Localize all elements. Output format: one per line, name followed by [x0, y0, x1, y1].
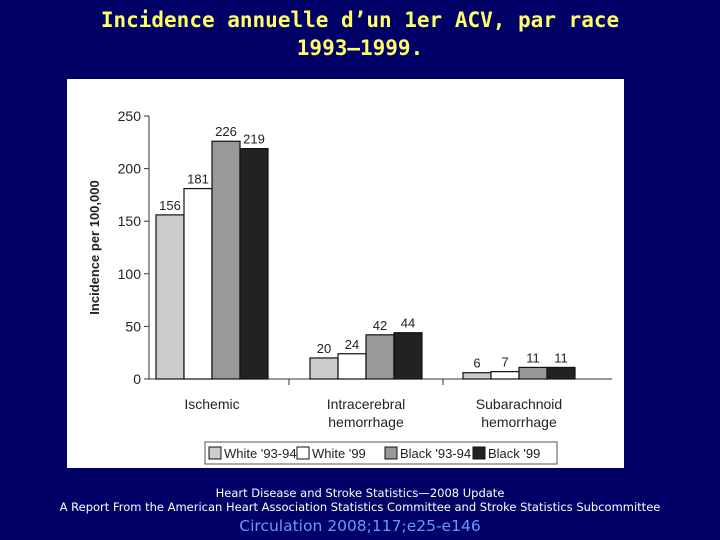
bar-value-label: 44	[401, 316, 415, 331]
bar-value-label: 226	[215, 124, 237, 139]
bar	[462, 372, 492, 380]
bar	[518, 366, 548, 380]
legend-label: Black '93-94	[400, 446, 471, 461]
legend-swatch	[384, 446, 398, 460]
bar-value-label: 11	[554, 350, 568, 365]
bar-value-label: 6	[473, 356, 480, 371]
x-category-label: Intracerebral	[327, 396, 406, 412]
bar	[490, 371, 520, 380]
bar-value-label: 7	[501, 355, 508, 370]
bar	[309, 357, 339, 380]
legend-label: Black '99	[488, 446, 540, 461]
bar	[239, 148, 269, 380]
bar-value-label: 181	[187, 172, 209, 187]
bar	[393, 332, 423, 380]
x-category-label: Ischemic	[184, 396, 239, 412]
bar	[183, 187, 213, 380]
y-tick-label: 0	[133, 371, 141, 387]
chart-panel: 0 50 100 150 200 250 Incidence per 100,000 156 1…	[67, 79, 624, 468]
y-axis-label: Incidence per 100,000	[87, 180, 102, 314]
bar	[546, 366, 576, 380]
legend-label: White '99	[312, 446, 366, 461]
x-category-label: hemorrhage	[328, 414, 404, 430]
legend-swatch	[472, 446, 486, 460]
source-subtitle: A Report From the American Heart Associa…	[59, 500, 661, 514]
bar	[365, 334, 395, 380]
x-category-label: Subarachnoid	[476, 396, 562, 412]
y-tick-label: 200	[118, 161, 142, 177]
citation: Circulation 2008;117;e25-e146	[239, 517, 481, 535]
legend-swatch	[296, 446, 310, 460]
title-line-1: Incidence annuelle d’un 1er ACV, par rac…	[100, 8, 620, 32]
y-tick-label: 250	[118, 108, 142, 124]
x-category-label: hemorrhage	[481, 414, 557, 430]
bar	[211, 140, 241, 380]
bar-value-label: 11	[526, 350, 540, 365]
bar-value-label: 42	[373, 318, 387, 333]
bar-value-label: 24	[345, 337, 359, 352]
legend-box	[204, 441, 558, 465]
title-line-2: 1993–1999.	[296, 36, 424, 60]
y-tick-label: 50	[125, 318, 141, 334]
bar-value-label: 156	[159, 198, 181, 213]
slide-title: Incidence annuelle d’un 1er ACV, par rac…	[0, 6, 720, 62]
bar-chart: 0 50 100 150 200 250 Incidence per 100,000 156 1…	[87, 108, 612, 465]
bar	[337, 353, 367, 380]
bar-value-label: 219	[243, 132, 265, 147]
bar-value-label: 20	[317, 341, 331, 356]
source-title: Heart Disease and Stroke Statistics—2008…	[215, 486, 505, 500]
legend-swatch	[208, 446, 222, 460]
legend-label: White '93-94	[224, 446, 297, 461]
y-tick-label: 100	[118, 266, 142, 282]
y-tick-label: 150	[118, 213, 142, 229]
bar	[155, 214, 185, 380]
